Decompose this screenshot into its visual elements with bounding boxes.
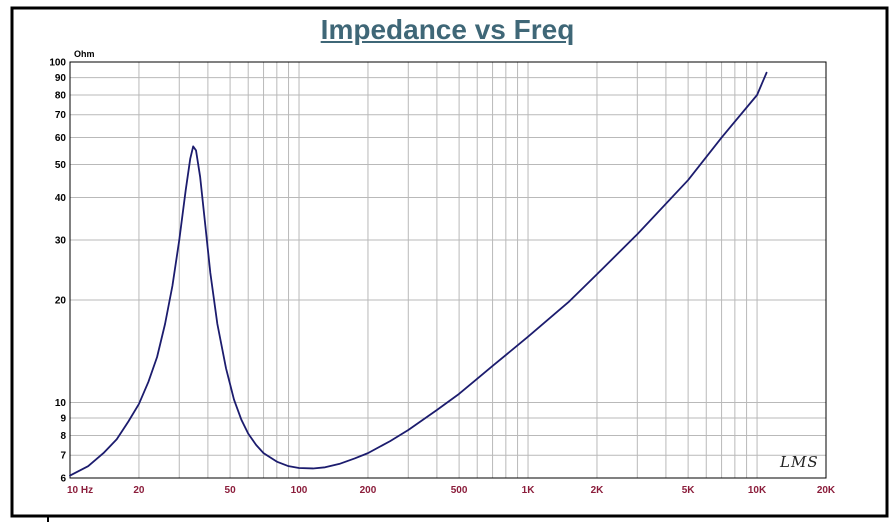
chart-title: Impedance vs Freq — [320, 14, 575, 45]
y-tick-label: 100 — [49, 58, 66, 69]
y-tick-label: 10 — [55, 398, 67, 409]
lms-watermark: LMS — [780, 453, 819, 471]
x-tick-label: 20K — [817, 485, 836, 496]
x-tick-label: 10K — [748, 485, 767, 496]
y-tick-label: 6 — [60, 474, 66, 485]
x-tick-label: 2K — [591, 485, 605, 496]
axis-labels: Ohm 100 90 80 70 60 50 40 30 20 10 9 8 7 610 Hz 20 50 100… — [49, 49, 836, 496]
y-unit-label: Ohm — [74, 49, 95, 59]
outer-border — [10, 6, 889, 518]
x-tick-label: 500 — [451, 485, 468, 496]
y-tick-label: 90 — [55, 73, 67, 84]
x-tick-label: 50 — [225, 485, 237, 496]
x-tick-label: 1K — [522, 485, 536, 496]
y-tick-label: 30 — [55, 236, 67, 247]
y-tick-label: 20 — [55, 295, 67, 306]
y-tick-label: 9 — [60, 414, 66, 425]
x-tick-label: 20 — [133, 485, 145, 496]
y-tick-label: 40 — [55, 193, 67, 204]
y-tick-label: 50 — [55, 160, 67, 171]
x-tick-label: 100 — [291, 485, 308, 496]
y-tick-label: 8 — [60, 431, 66, 442]
x-tick-label: 5K — [682, 485, 696, 496]
impedance-curve — [69, 71, 768, 477]
y-tick-label: 60 — [55, 133, 67, 144]
series-layer — [69, 71, 768, 477]
y-tick-label: 80 — [55, 90, 67, 101]
grid — [70, 62, 826, 478]
y-tick-label: 70 — [55, 110, 67, 121]
x-tick-label: 10 Hz — [67, 485, 93, 496]
x-tick-label: 200 — [360, 485, 377, 496]
plot-area-border — [69, 61, 827, 479]
y-tick-label: 7 — [60, 451, 66, 462]
